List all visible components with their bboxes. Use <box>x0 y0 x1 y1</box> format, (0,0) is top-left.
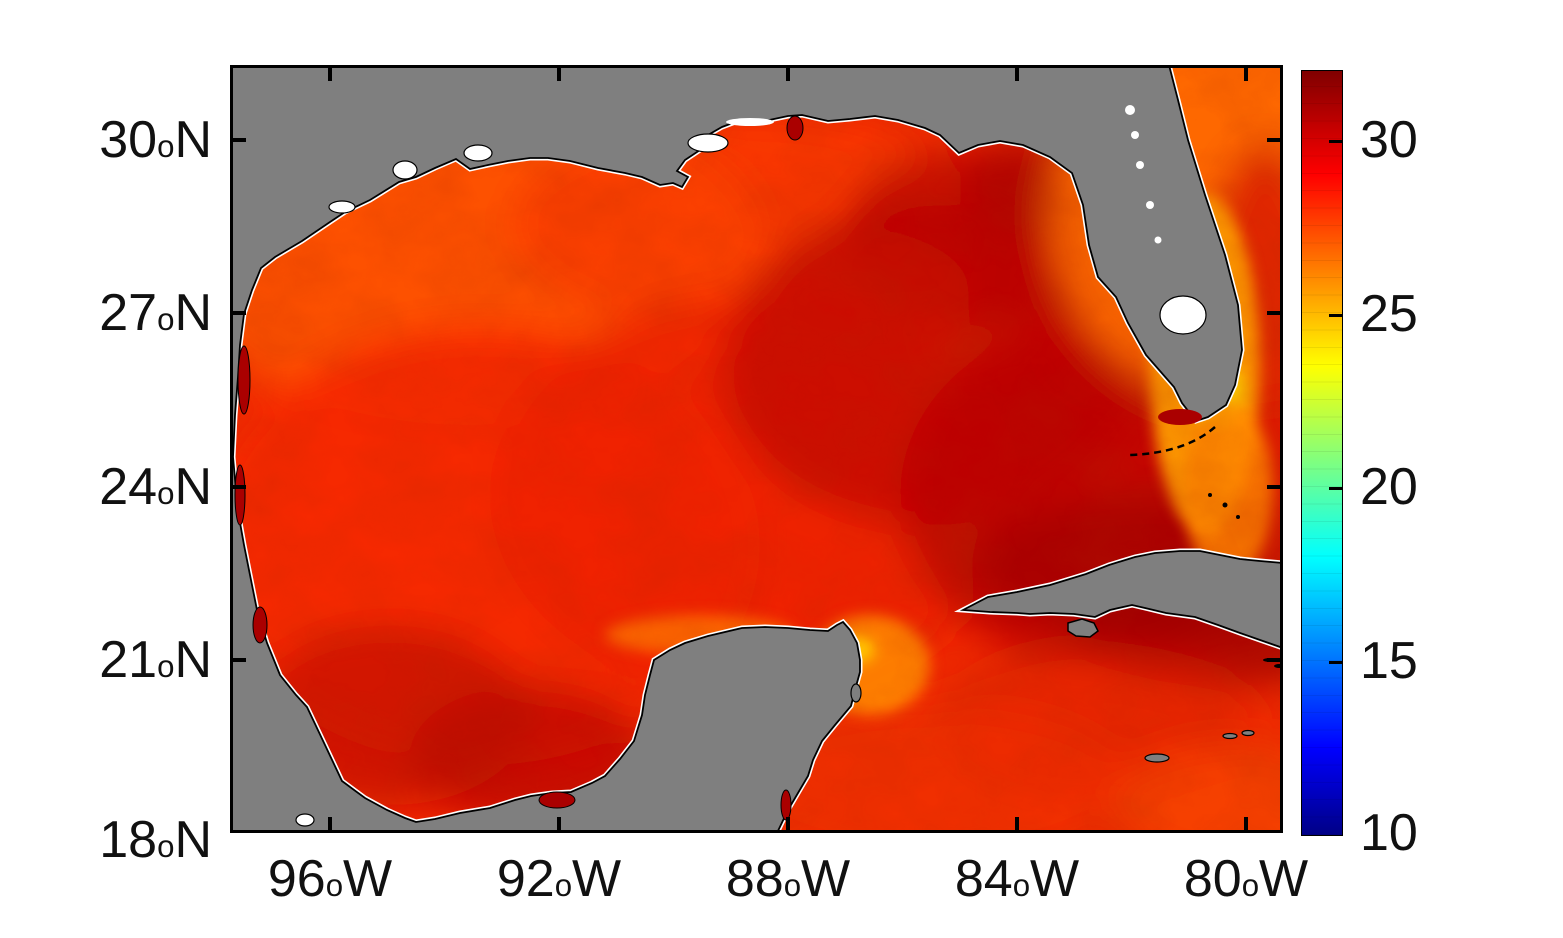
degree-symbol: o <box>783 868 802 903</box>
x-tick-label: 84oW <box>954 850 1080 908</box>
degree-symbol: o <box>157 129 175 164</box>
colorbar-tick <box>1329 139 1342 143</box>
degree-symbol: o <box>157 649 175 684</box>
no-data-lakes <box>295 105 1207 827</box>
warm-bays <box>234 115 1202 821</box>
small-islands <box>850 683 1255 763</box>
x-tick-label: 88oW <box>725 850 851 908</box>
degree-symbol: o <box>554 868 573 903</box>
land-mainland <box>230 65 1243 833</box>
colorbar-label: 30 <box>1360 111 1418 169</box>
land-isla-juventud <box>1067 618 1099 638</box>
colorbar-label: 10 <box>1360 804 1418 862</box>
land-cuba <box>959 550 1283 649</box>
x-tick-label: 92oW <box>496 850 622 908</box>
lake-pontchartrain <box>687 133 729 153</box>
x-tick-label: 80oW <box>1183 850 1309 908</box>
lake-okeechobee <box>1159 295 1207 335</box>
colorbar-tick <box>1329 660 1342 664</box>
colorbar <box>1301 70 1343 836</box>
lake-calcasieu <box>463 144 493 162</box>
y-tick-label: 18oN <box>99 811 212 869</box>
y-tick-label: 24oN <box>99 458 212 516</box>
colorbar-label: 20 <box>1360 458 1418 516</box>
x-tick-label: 96oW <box>267 850 393 908</box>
colorbar-tick <box>1329 313 1342 317</box>
island-grand-cayman <box>1144 753 1170 763</box>
degree-symbol: o <box>157 302 175 337</box>
degree-symbol: o <box>157 829 175 864</box>
map-canvas <box>230 65 1283 833</box>
colorbar-tick <box>1329 486 1342 490</box>
degree-symbol: o <box>157 476 175 511</box>
matagorda-bay <box>328 200 356 214</box>
y-tick-label: 27oN <box>99 284 212 342</box>
island-cozumel <box>850 683 862 703</box>
plot-frame <box>230 65 1283 833</box>
map-plot-area <box>230 65 1283 833</box>
florida-keys <box>1129 426 1216 457</box>
degree-symbol: o <box>325 868 344 903</box>
y-tick-label: 21oN <box>99 631 212 689</box>
colorbar-label: 25 <box>1360 285 1418 343</box>
galveston-bay <box>392 160 418 180</box>
colorbar-label: 15 <box>1360 632 1418 690</box>
degree-symbol: o <box>1012 868 1031 903</box>
degree-symbol: o <box>1241 868 1260 903</box>
y-tick-label: 30oN <box>99 111 212 169</box>
